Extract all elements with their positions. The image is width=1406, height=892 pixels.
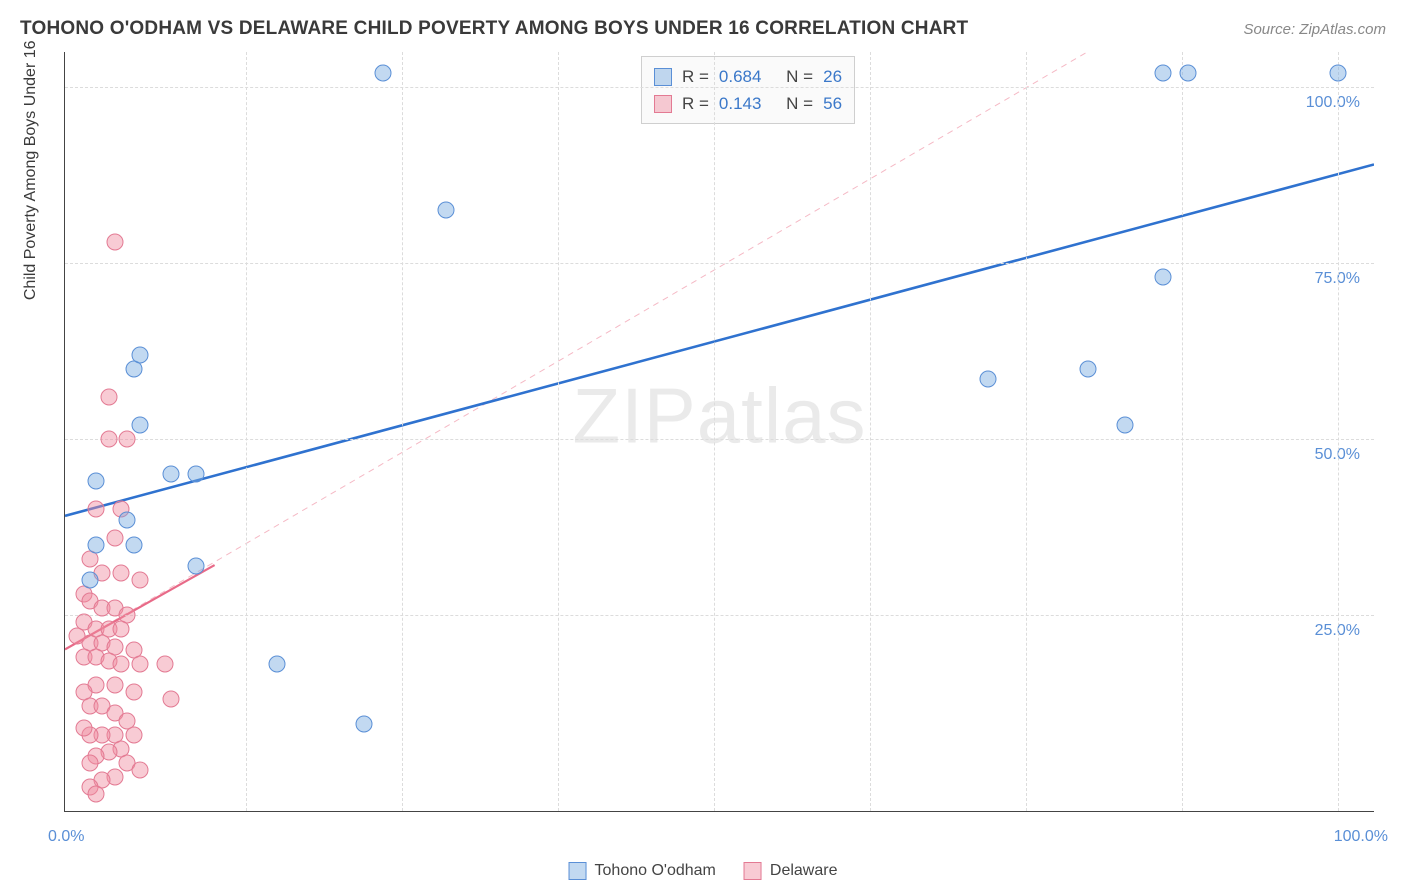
data-point-tohono: [375, 65, 392, 82]
data-point-delaware: [113, 656, 130, 673]
x-min-label: 0.0%: [48, 828, 84, 846]
swatch-blue-icon: [569, 862, 587, 880]
legend-item-series2: Delaware: [744, 862, 838, 880]
data-point-tohono: [437, 202, 454, 219]
swatch-pink-icon: [744, 862, 762, 880]
data-point-delaware: [125, 684, 142, 701]
data-point-tohono: [125, 536, 142, 553]
data-point-tohono: [1179, 65, 1196, 82]
data-point-delaware: [113, 564, 130, 581]
r-label: R =: [682, 63, 709, 90]
data-point-tohono: [88, 473, 105, 490]
data-point-tohono: [163, 466, 180, 483]
data-point-tohono: [1117, 416, 1134, 433]
data-point-tohono: [1154, 269, 1171, 286]
data-point-delaware: [106, 529, 123, 546]
bottom-legend: Tohono O'odham Delaware: [569, 862, 838, 880]
n-label: N =: [786, 90, 813, 117]
data-point-delaware: [81, 754, 98, 771]
gridline-v: [1026, 52, 1027, 811]
gridline-v: [1182, 52, 1183, 811]
gridline-v: [870, 52, 871, 811]
data-point-delaware: [131, 656, 148, 673]
legend-item-series1: Tohono O'odham: [569, 862, 716, 880]
data-point-delaware: [88, 786, 105, 803]
stats-row-series1: R = 0.684 N = 26: [654, 63, 842, 90]
gridline-h: [65, 439, 1374, 440]
stats-box: R = 0.684 N = 26 R = 0.143 N = 56: [641, 56, 855, 124]
data-point-delaware: [163, 691, 180, 708]
swatch-blue-icon: [654, 68, 672, 86]
x-max-label: 100.0%: [1334, 828, 1388, 846]
gridline-v: [1338, 52, 1339, 811]
n-value-1: 26: [823, 63, 842, 90]
gridline-v: [402, 52, 403, 811]
data-point-tohono: [1329, 65, 1346, 82]
data-point-delaware: [100, 388, 117, 405]
gridline-v: [714, 52, 715, 811]
r-value-2: 0.143: [719, 90, 762, 117]
data-point-tohono: [131, 416, 148, 433]
data-point-delaware: [75, 719, 92, 736]
swatch-pink-icon: [654, 95, 672, 113]
legend-label-2: Delaware: [770, 862, 838, 880]
legend-label-1: Tohono O'odham: [595, 862, 716, 880]
data-point-delaware: [106, 677, 123, 694]
data-point-delaware: [106, 234, 123, 251]
data-point-delaware: [88, 501, 105, 518]
r-value-1: 0.684: [719, 63, 762, 90]
stats-row-series2: R = 0.143 N = 56: [654, 90, 842, 117]
data-point-tohono: [88, 536, 105, 553]
chart-title: TOHONO O'ODHAM VS DELAWARE CHILD POVERTY…: [20, 18, 968, 40]
y-axis-title: Child Poverty Among Boys Under 16: [22, 40, 40, 300]
scatter-plot: ZIPatlas R = 0.684 N = 26 R = 0.143 N = …: [64, 52, 1374, 812]
data-point-tohono: [188, 466, 205, 483]
data-point-tohono: [188, 557, 205, 574]
trend-lines: [65, 52, 1374, 811]
gridline-v: [558, 52, 559, 811]
data-point-tohono: [81, 571, 98, 588]
data-point-delaware: [119, 431, 136, 448]
data-point-delaware: [131, 761, 148, 778]
data-point-tohono: [1080, 360, 1097, 377]
source-attribution: Source: ZipAtlas.com: [1243, 21, 1386, 38]
data-point-tohono: [1154, 65, 1171, 82]
data-point-delaware: [125, 726, 142, 743]
data-point-delaware: [113, 621, 130, 638]
data-point-tohono: [356, 716, 373, 733]
data-point-tohono: [269, 656, 286, 673]
gridline-v: [246, 52, 247, 811]
data-point-tohono: [980, 371, 997, 388]
data-point-delaware: [156, 656, 173, 673]
gridline-h: [65, 263, 1374, 264]
data-point-tohono: [131, 346, 148, 363]
gridline-h: [65, 615, 1374, 616]
n-label: N =: [786, 63, 813, 90]
data-point-delaware: [100, 431, 117, 448]
data-point-delaware: [131, 571, 148, 588]
watermark: ZIPatlas: [572, 371, 866, 462]
gridline-h: [65, 87, 1374, 88]
data-point-tohono: [119, 511, 136, 528]
n-value-2: 56: [823, 90, 842, 117]
r-label: R =: [682, 90, 709, 117]
y-tick-label: 100.0%: [1306, 94, 1360, 112]
